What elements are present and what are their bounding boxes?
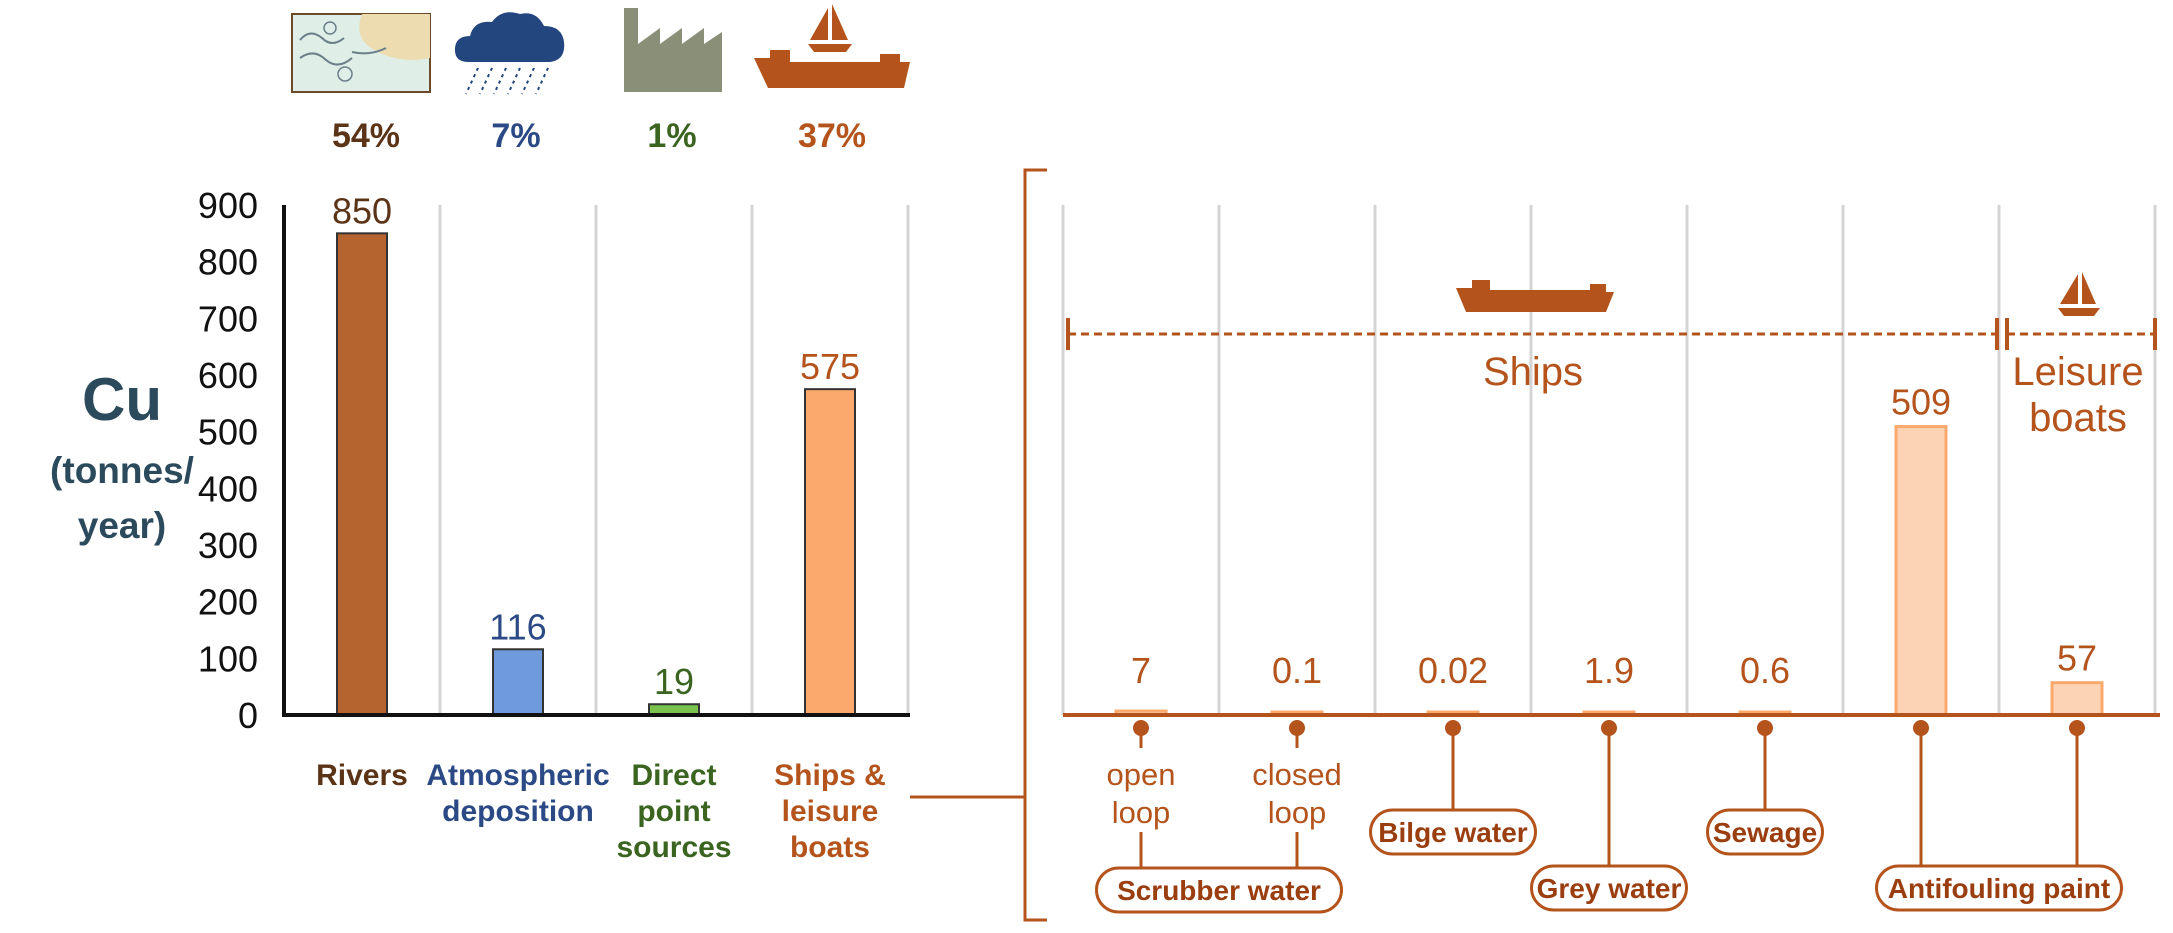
bar-value-label-1: 116 [489, 606, 546, 647]
share-label-1: 7% [491, 117, 540, 155]
y-axis-label-line: Cu [82, 366, 162, 433]
y-tick-label: 200 [198, 582, 258, 623]
breakdown-value-label-2: 0.02 [1418, 650, 1488, 691]
category-label-3: leisure [782, 795, 879, 828]
category-label-2: Direct [631, 759, 716, 792]
antifouling-paint-pill [1875, 864, 2123, 912]
y-tick-label: 800 [198, 242, 258, 283]
ship-and-sailboat-icon [754, 4, 910, 88]
source-4-pill [1706, 808, 1824, 856]
sail-shape [2082, 272, 2096, 304]
category-label-2: point [637, 795, 710, 828]
sailboat-icon [2058, 272, 2100, 316]
category-label-0: Rivers [316, 759, 408, 792]
scrubber-water-label: Scrubber water [1117, 875, 1321, 906]
breakdown-value-label-0: 7 [1131, 650, 1151, 691]
category-label-1: Atmospheric [426, 759, 609, 792]
breakdown-value-label-4: 0.6 [1740, 650, 1790, 691]
y-tick-label: 100 [198, 638, 258, 679]
share-labels: 54% 7% 1% 37% [332, 117, 866, 155]
scrubber-water-pill [1095, 866, 1343, 914]
share-label-0: 54% [332, 117, 400, 155]
breakdown-bar-5 [1894, 425, 1948, 717]
hull-shape [2058, 308, 2100, 316]
y-tick-label: 0 [238, 695, 258, 736]
y-tick-label: 400 [198, 468, 258, 509]
y-tick-label: 300 [198, 525, 258, 566]
bar-value-label-2: 19 [654, 661, 694, 702]
breakdown-value-label-1: 0.1 [1272, 650, 1322, 691]
scrubber-sub-label-1: loop [1268, 795, 1327, 830]
left-chart-gridlines [438, 205, 910, 715]
source-4-label: Sewage [1713, 817, 1817, 848]
factory-icon [624, 8, 722, 92]
y-axis-label-line: (tonnes/ [50, 450, 194, 491]
bar-value-label-0: 850 [332, 190, 392, 231]
leisure-range-label: boats [2029, 396, 2127, 440]
y-tick-label: 500 [198, 412, 258, 453]
share-label-2: 1% [647, 117, 696, 155]
scrubber-sub-label-0: loop [1112, 795, 1171, 830]
category-label-1: deposition [442, 795, 594, 828]
category-label-3: boats [790, 831, 870, 864]
share-label-3: 37% [798, 117, 866, 155]
left-chart-y-axis-label: Cu (tonnes/year) [50, 366, 194, 546]
source-2-label: Bilge water [1378, 817, 1527, 848]
sail-shape [2060, 274, 2078, 304]
breakdown-value-label-5: 509 [1891, 382, 1951, 423]
left-chart-axes [282, 205, 910, 717]
left-chart-bars: 850 116 19 575 [332, 190, 860, 717]
leisure-range-label: Leisure [2012, 350, 2143, 394]
breakdown-value-label-3: 1.9 [1584, 650, 1634, 691]
right-chart-bars: 7 0.1 0.02 1.9 0.6 509 57 [1114, 382, 2104, 717]
scrubber-sub-label-0: open [1107, 757, 1176, 792]
ships-range-label: Ships [1483, 350, 1583, 394]
scrubber-sub-label-1: closed [1252, 757, 1342, 792]
y-tick-label: 700 [198, 298, 258, 339]
category-label-2: sources [616, 831, 731, 864]
right-chart-gridlines [1061, 205, 2157, 715]
y-axis-label-line: year) [78, 505, 166, 546]
bar-value-label-3: 575 [800, 346, 860, 387]
breakdown-value-label-6: 57 [2057, 638, 2097, 679]
breakdown-bar-6 [2050, 681, 2104, 717]
rain-cloud-icon [454, 12, 565, 95]
source-2-pill [1369, 808, 1537, 856]
bar-1 [492, 648, 544, 716]
river-map-icon [291, 13, 431, 93]
bar-3 [804, 388, 856, 716]
source-3-pill [1530, 864, 1688, 912]
bar-0 [336, 232, 388, 716]
cargo-ship-shape [1456, 280, 1614, 312]
y-tick-label: 900 [198, 185, 258, 226]
antifouling-paint-label: Antifouling paint [1888, 873, 2110, 904]
y-tick-label: 600 [198, 355, 258, 396]
left-chart-y-tick-labels: 0 100 200 300 400 500 600 700 800 900 [198, 185, 258, 736]
source-3-label: Grey water [1537, 873, 1682, 904]
cargo-ship-icon [1456, 280, 1614, 312]
category-label-3: Ships & [774, 759, 886, 792]
breakdown-bracket [910, 168, 1047, 922]
